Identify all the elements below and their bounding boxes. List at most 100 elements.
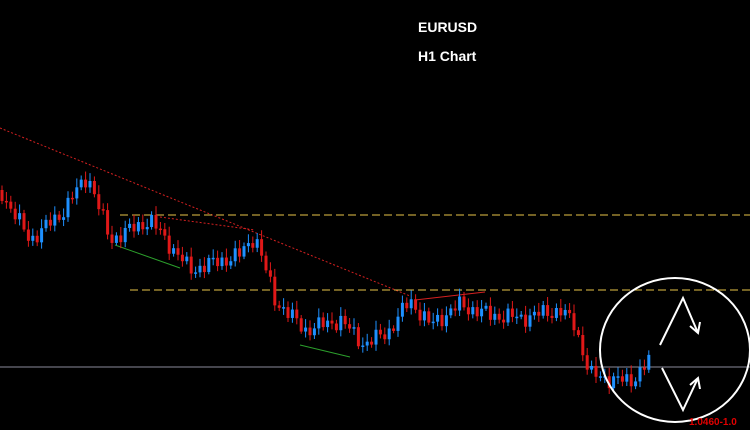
candle [427,311,431,323]
candle [559,307,563,316]
candle [180,254,184,262]
candle [475,307,479,317]
candle [9,201,13,209]
candle [18,213,22,220]
red-line [414,291,486,301]
candle [449,308,453,316]
candle [334,323,338,331]
candle [462,296,466,308]
candle [185,256,189,262]
candle [356,327,360,347]
candle [31,235,35,241]
candle [444,315,448,327]
candle [629,374,633,387]
candle [343,315,347,325]
candle [510,308,514,317]
candle [97,194,101,210]
candle [145,227,149,230]
candle [361,345,365,348]
candle [418,309,422,321]
ellipse [599,277,750,423]
candle [506,308,510,323]
candle [612,376,616,389]
candle [370,341,374,345]
candle [202,265,206,273]
candle [607,376,611,389]
candle [238,248,242,257]
candle [172,248,176,254]
candle [352,327,356,329]
candle [106,210,110,235]
candle [220,257,224,267]
candle [88,180,92,188]
candle [22,213,26,230]
candle [400,302,404,317]
candle [40,228,44,243]
candle [537,311,541,316]
trend-line [0,127,411,297]
candle [255,239,259,248]
candle [572,313,576,331]
candle [264,255,268,271]
candle [290,309,294,318]
candle [590,365,594,370]
candle [484,305,488,309]
candle [286,307,290,318]
candle [625,374,629,382]
candle [317,317,321,329]
candle [268,270,272,277]
candle [374,329,378,345]
candle [598,376,602,378]
candle [576,330,580,336]
candle [497,313,501,320]
candle [57,214,61,220]
candle [326,320,330,328]
candle [13,208,17,220]
candle [502,319,506,323]
candle [163,229,167,236]
candle [563,309,567,316]
candle [634,381,638,387]
candle [75,187,79,199]
candle [431,321,435,324]
candle [101,209,105,211]
candle [348,324,352,329]
candle [0,190,4,201]
candle [453,308,457,311]
candle [642,367,646,370]
candle [92,180,96,195]
candle [70,197,74,200]
candle [141,222,145,230]
candle [260,239,264,256]
candle [488,305,492,320]
candle [383,334,387,340]
candle [330,320,334,324]
candle [546,305,550,316]
candle [409,299,413,309]
arrow-head [689,376,701,390]
candle [568,309,572,314]
candle [528,315,532,327]
candle [158,228,162,231]
candle [79,179,83,188]
candle [339,315,343,331]
candle [198,265,202,273]
candle [392,328,396,331]
candle [304,327,308,332]
candle [62,217,66,220]
candle [207,257,211,273]
candle [524,314,528,327]
candle [216,257,220,267]
green-line [299,344,351,358]
arrow-down [661,367,699,413]
candle [110,234,114,243]
candle [48,219,52,226]
candle [519,314,523,317]
timeframe: H1 Chart [418,48,477,64]
candle [466,307,470,315]
candle [150,214,154,228]
candle [620,376,624,382]
candle [35,235,39,243]
